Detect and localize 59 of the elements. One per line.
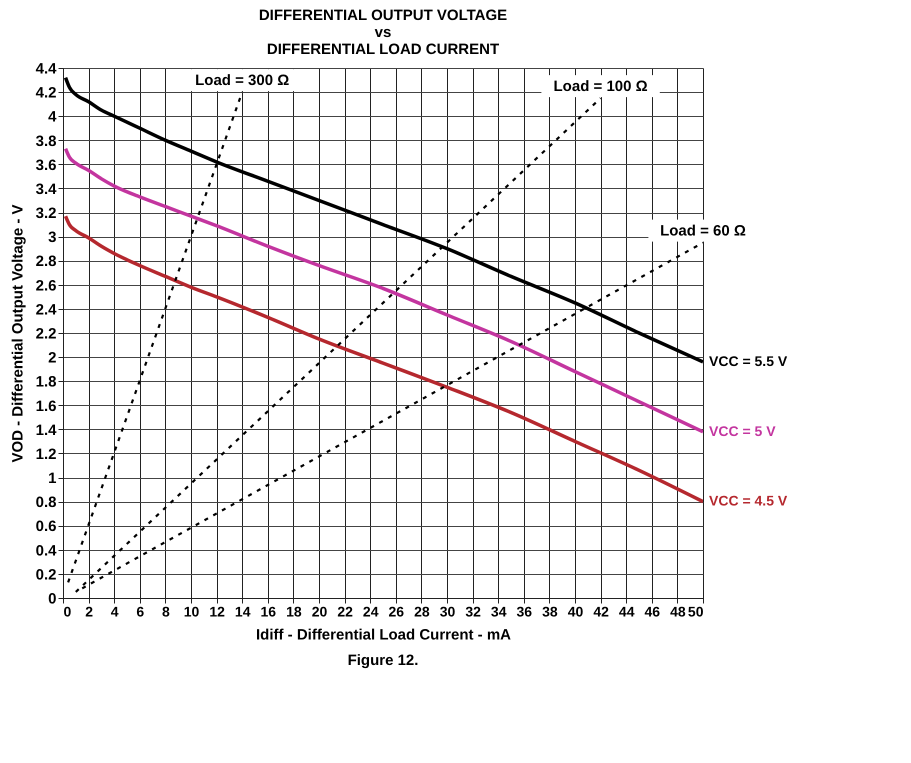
series-label: VCC = 5 V xyxy=(709,422,776,439)
x-tick-label: 4 xyxy=(110,604,119,620)
y-tick-label: 4 xyxy=(48,108,58,126)
x-tick-label: 18 xyxy=(286,604,302,620)
y-tick-label: 1.8 xyxy=(36,374,56,391)
y-tick-label: 2.2 xyxy=(36,326,56,342)
x-tick-label: 8 xyxy=(162,604,170,620)
x-tick-label: 30 xyxy=(440,604,456,620)
y-tick-label: 3 xyxy=(48,229,56,246)
x-tick-label: 12 xyxy=(209,604,226,620)
y-tick-label: 3.6 xyxy=(36,156,56,174)
caption: Figure 12. xyxy=(348,652,418,669)
y-tick-label: 0.6 xyxy=(36,518,56,536)
x-tick-label: 10 xyxy=(184,604,200,620)
series-label: Load = 100 Ω xyxy=(554,78,648,96)
y-tick-label: 3.8 xyxy=(36,132,56,150)
series-label: Load = 300 Ω xyxy=(195,72,290,90)
x-tick-label: 14 xyxy=(234,604,251,620)
y-tick-label: 0 xyxy=(48,590,56,608)
x-tick-label: 2 xyxy=(85,604,94,620)
x-tick-label: 42 xyxy=(593,604,610,620)
x-tick-label: 26 xyxy=(388,604,404,620)
y-tick-label: 2.8 xyxy=(36,253,56,270)
x-tick-label: 40 xyxy=(568,604,584,620)
series-label: VCC = 5.5 V xyxy=(709,352,788,369)
x-tick-label: 32 xyxy=(465,604,482,620)
y-tick-label: 3.2 xyxy=(36,205,56,222)
x-tick-label: 16 xyxy=(260,604,276,620)
y-tick-label: 0.8 xyxy=(36,494,56,512)
x-axis-title: Idiff - Differential Load Current - mA xyxy=(256,626,512,644)
x-tick-label: 22 xyxy=(337,604,354,620)
x-tick-label: 34 xyxy=(490,604,507,620)
x-tick-label: 44 xyxy=(618,604,635,620)
chart-title: DIFFERENTIAL OUTPUT VOLTAGE vs DIFFERENTIAL LOAD CURRENT xyxy=(258,7,508,58)
series-label: VCC = 4.5 V xyxy=(709,492,788,509)
y-tick-label: 0.2 xyxy=(36,566,56,584)
x-tick-label: 36 xyxy=(516,604,532,620)
y-tick-label: 4.4 xyxy=(36,60,58,78)
x-tick-label: 0 xyxy=(64,604,72,620)
x-tick-label: 38 xyxy=(542,604,558,620)
y-tick-label: 0.4 xyxy=(36,542,58,560)
x-tick-label: 50 xyxy=(688,604,704,620)
x-tick-label: 24 xyxy=(362,604,379,620)
x-tick-label: 6 xyxy=(136,604,144,620)
y-tick-label: 1.4 xyxy=(36,422,58,439)
series-label: Load = 60 Ω xyxy=(660,222,746,240)
y-tick-label: 1.2 xyxy=(36,446,56,463)
y-axis-title: VOD - Differential Output Voltage - V xyxy=(10,204,27,463)
x-tick-label: 46 xyxy=(644,604,660,620)
x-tick-label: 28 xyxy=(414,604,430,620)
x-tick-label: 48 xyxy=(670,604,686,620)
y-tick-label: 1.6 xyxy=(36,398,56,415)
y-tick-label: 2.6 xyxy=(36,277,56,294)
y-tick-label: 2 xyxy=(48,350,56,367)
y-tick-label: 3.4 xyxy=(36,180,58,198)
y-tick-label: 2.4 xyxy=(36,301,58,318)
x-tick-label: 20 xyxy=(312,604,328,620)
y-tick-label: 4.2 xyxy=(36,84,56,102)
y-tick-label: 1 xyxy=(48,470,56,488)
